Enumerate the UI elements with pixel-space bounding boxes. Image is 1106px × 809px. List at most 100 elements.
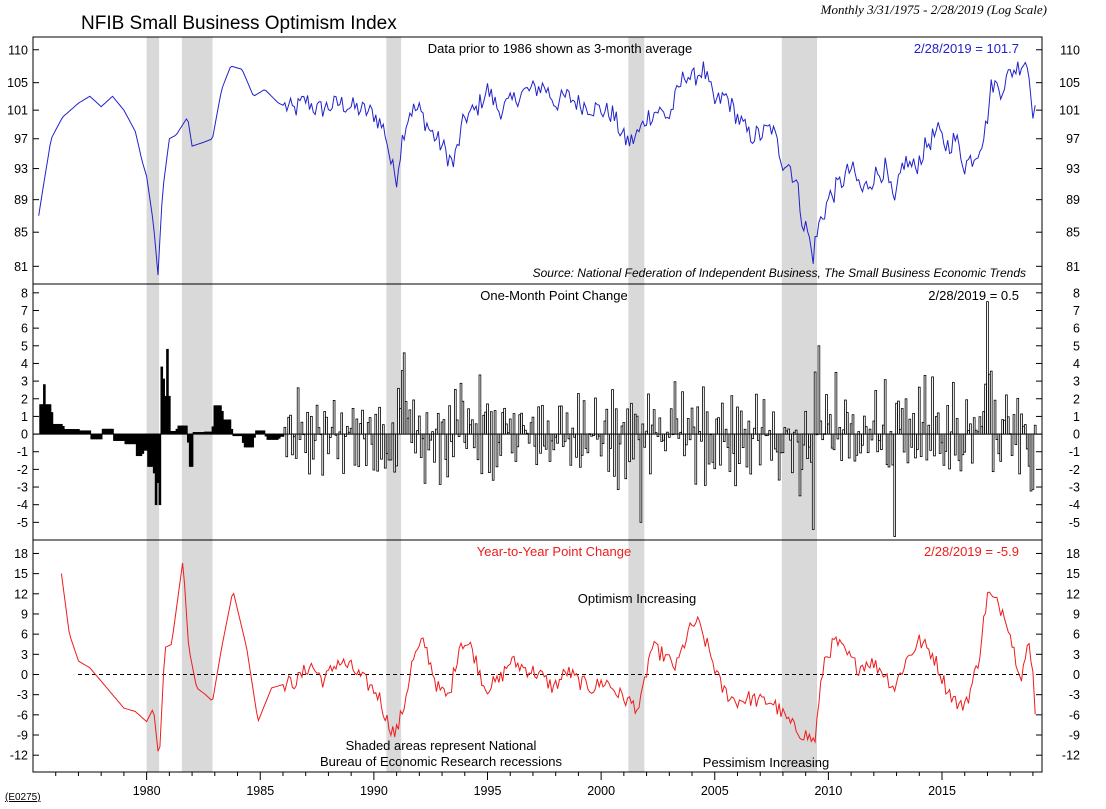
- change-bar: [622, 422, 626, 435]
- change-bar: [488, 433, 491, 473]
- change-bar: [425, 412, 429, 435]
- y-tick-label: -2: [1069, 463, 1080, 477]
- y-tick-label: -9: [1069, 729, 1080, 743]
- change-bar: [520, 412, 523, 435]
- change-bar: [505, 423, 508, 435]
- y-tick-label: -6: [1069, 708, 1080, 722]
- change-bar: [668, 433, 671, 438]
- y-tick-label: 3: [1073, 648, 1080, 662]
- change-bar: [1006, 416, 1010, 435]
- change-bar: [355, 418, 359, 435]
- change-bar: [866, 433, 870, 454]
- change-bar: [819, 420, 823, 435]
- change-bar: [605, 408, 609, 435]
- chart-title: NFIB Small Business Optimism Index: [81, 13, 397, 34]
- recession-band: [628, 37, 645, 772]
- change-bar: [594, 397, 597, 435]
- y-tick-label: -3: [1069, 481, 1080, 495]
- y-tick-label: 101: [7, 104, 28, 118]
- change-bar: [376, 433, 379, 472]
- change-bar: [929, 433, 932, 451]
- change-bar: [395, 433, 398, 467]
- change-bar: [253, 433, 256, 438]
- change-bar: [919, 433, 923, 457]
- change-bar: [702, 386, 705, 435]
- y-tick-label: -1: [1069, 445, 1080, 459]
- y-tick-label: 6: [21, 322, 28, 336]
- change-bar: [474, 423, 478, 435]
- change-bar: [580, 433, 584, 456]
- change-bar: [692, 426, 696, 435]
- change-bar: [755, 393, 758, 435]
- change-bars-group: [39, 301, 1037, 537]
- change-bar: [429, 433, 432, 441]
- change-bar: [308, 433, 311, 475]
- x-tick-label: 1985: [246, 784, 274, 798]
- y-tick-label: -5: [17, 516, 28, 530]
- change-bar: [652, 409, 656, 435]
- change-bar: [694, 433, 698, 485]
- change-bar: [611, 389, 614, 435]
- change-bar: [541, 405, 544, 435]
- change-bar: [794, 429, 798, 435]
- change-bar: [300, 421, 304, 435]
- recession-note-line1: Shaded areas represent National: [346, 738, 537, 753]
- yoy-title: Year-to-Year Point Change: [477, 544, 631, 559]
- change-bar: [491, 433, 495, 481]
- change-bar: [251, 433, 254, 448]
- change-bar: [569, 433, 573, 466]
- recession-band: [146, 37, 160, 772]
- y-tick-label: 1: [1073, 410, 1080, 424]
- change-bar: [641, 423, 645, 435]
- change-bar: [525, 432, 529, 435]
- change-bar: [461, 400, 465, 435]
- change-bar: [836, 433, 840, 440]
- change-bar: [313, 433, 317, 441]
- change-bar: [1010, 433, 1014, 456]
- y-tick-label: 105: [7, 76, 28, 90]
- change-bar: [291, 433, 294, 456]
- y-tick-label: 7: [21, 304, 28, 318]
- y-tick-label: 81: [1066, 260, 1080, 274]
- y-tick-label: 2: [1073, 392, 1080, 406]
- change-bar: [310, 415, 313, 435]
- change-bar: [889, 431, 893, 435]
- change-bar: [168, 395, 171, 435]
- y-tick-label: -3: [1069, 688, 1080, 702]
- change-bar: [802, 433, 806, 446]
- change-bar: [1024, 424, 1027, 435]
- change-bar: [408, 409, 412, 435]
- chart-code-label: (E0275): [5, 792, 41, 803]
- change-bar: [353, 433, 357, 466]
- change-bar: [946, 405, 949, 435]
- change-bar: [336, 433, 340, 460]
- change-bar: [306, 411, 309, 435]
- change-bar: [730, 395, 734, 435]
- change-bar: [624, 433, 628, 480]
- change-bar: [838, 427, 842, 435]
- change-bar: [423, 433, 427, 484]
- change-bar: [923, 375, 927, 435]
- change-bar: [599, 433, 603, 457]
- change-bar: [745, 433, 749, 468]
- change-bar: [1020, 413, 1023, 435]
- y-tick-label: 3: [21, 648, 28, 662]
- level-source: Source: National Federation of Independe…: [533, 266, 1026, 280]
- change-bar: [448, 405, 451, 435]
- change-bar: [438, 433, 442, 485]
- y-tick-label: 110: [8, 43, 28, 57]
- change-bar: [675, 418, 679, 435]
- change-bar: [382, 424, 385, 435]
- x-tick-label: 1980: [133, 784, 161, 798]
- change-bar: [431, 431, 434, 435]
- change-bar: [1033, 424, 1037, 435]
- change-bar: [707, 433, 711, 465]
- change-bar: [607, 433, 611, 472]
- change-bar: [478, 374, 482, 435]
- change-bar: [446, 433, 450, 478]
- change-bar: [874, 390, 878, 435]
- change-bar: [486, 403, 489, 435]
- change-bar: [609, 433, 612, 449]
- change-bar: [917, 386, 921, 435]
- change-bar: [721, 402, 724, 435]
